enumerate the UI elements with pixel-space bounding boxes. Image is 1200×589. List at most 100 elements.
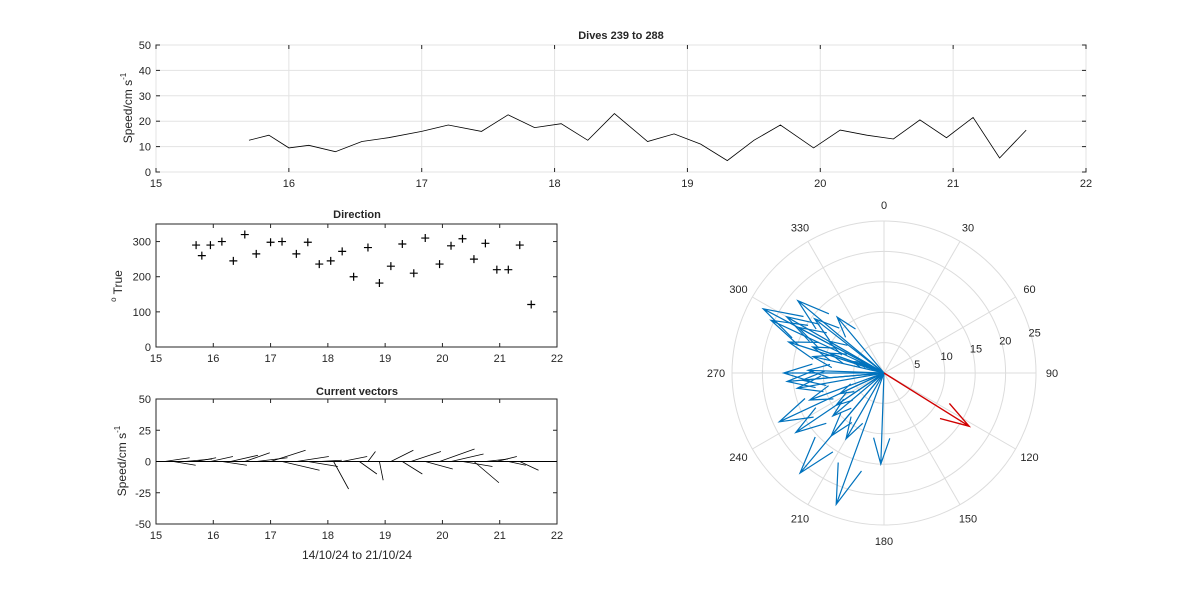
direction-point bbox=[315, 260, 324, 269]
vector-stick bbox=[164, 457, 190, 462]
direction-point bbox=[398, 240, 407, 249]
vector-stick bbox=[439, 448, 475, 462]
vectors-ylabel: Speed/cm s-1 bbox=[113, 425, 129, 496]
vectors-xtick-label: 15 bbox=[150, 530, 162, 542]
compass-spoke bbox=[883, 372, 1016, 450]
direction-point bbox=[469, 255, 478, 264]
direction-series bbox=[192, 230, 536, 309]
direction-point bbox=[326, 256, 335, 265]
speed-ytick-label: 20 bbox=[139, 116, 151, 128]
direction-point bbox=[292, 249, 301, 258]
speed-title: Dives 239 to 288 bbox=[578, 30, 664, 42]
direction-title: Direction bbox=[333, 209, 381, 221]
speed-xtick-label: 19 bbox=[681, 178, 693, 190]
compass-arrow bbox=[810, 354, 885, 374]
compass-arrow bbox=[850, 360, 885, 374]
vectors-panel: 15 16 17 18 19 20 21 22 -50 -25 0 25 50 Current vect… bbox=[113, 386, 563, 562]
speed-xtick-label: 21 bbox=[947, 178, 959, 190]
compass-spoke bbox=[807, 241, 885, 374]
speed-ytick-label: 50 bbox=[139, 40, 151, 52]
direction-point bbox=[338, 247, 347, 256]
direction-ytick-label: 300 bbox=[133, 237, 151, 249]
direction-xtick-label: 21 bbox=[494, 353, 506, 365]
direction-xtick-label: 20 bbox=[436, 353, 448, 365]
direction-point bbox=[217, 237, 226, 246]
vectors-xtick-label: 20 bbox=[436, 530, 448, 542]
compass-angle-label: 60 bbox=[1023, 284, 1035, 296]
direction-xtick-label: 16 bbox=[207, 353, 219, 365]
speed-ylabel: Speed/cm s-1 bbox=[119, 72, 135, 143]
speed-line bbox=[248, 113, 1027, 162]
compass-spoke bbox=[883, 241, 961, 374]
speed-ytick-label: 0 bbox=[145, 167, 151, 179]
direction-point bbox=[252, 249, 261, 258]
vector-stick bbox=[496, 456, 517, 462]
speed-ytick-label: 30 bbox=[139, 91, 151, 103]
vectors-ticks: 15 16 17 18 19 20 21 22 -50 -25 0 25 50 bbox=[135, 394, 563, 542]
direction-point bbox=[481, 239, 490, 248]
compass-spoke bbox=[883, 296, 1016, 374]
speed-series bbox=[248, 113, 1027, 162]
vectors-xtick-label: 16 bbox=[207, 530, 219, 542]
vector-stick bbox=[333, 461, 349, 490]
direction-plot-area bbox=[155, 223, 558, 348]
vectors-xtick-label: 19 bbox=[379, 530, 391, 542]
vectors-ytick-label: 0 bbox=[145, 457, 151, 469]
vector-stick bbox=[410, 451, 442, 462]
direction-point bbox=[504, 265, 513, 274]
direction-point bbox=[409, 269, 418, 278]
direction-point bbox=[421, 234, 430, 243]
compass-arrow bbox=[785, 369, 885, 389]
direction-ticks: 15 16 17 18 19 20 21 22 0 100 200 300 bbox=[133, 224, 563, 365]
compass-mean-arrow bbox=[883, 372, 972, 428]
compass-radial-label: 5 bbox=[914, 359, 920, 371]
vectors-title: Current vectors bbox=[316, 386, 398, 398]
direction-point bbox=[349, 272, 358, 281]
vector-stick bbox=[519, 461, 539, 471]
direction-point bbox=[458, 234, 467, 243]
direction-point bbox=[447, 241, 456, 250]
direction-xtick-label: 22 bbox=[551, 353, 563, 365]
compass-arrow bbox=[795, 372, 885, 393]
compass-arrow bbox=[798, 372, 885, 475]
compass-arrow bbox=[834, 372, 885, 407]
vectors-xtick-label: 17 bbox=[264, 530, 276, 542]
speed-ytick-label: 40 bbox=[139, 65, 151, 77]
direction-ylabel: oTrue bbox=[109, 270, 125, 302]
direction-point bbox=[363, 243, 372, 252]
direction-point bbox=[527, 300, 536, 309]
vectors-xtick-label: 22 bbox=[551, 530, 563, 542]
speed-xtick-label: 20 bbox=[814, 178, 826, 190]
compass-arrow bbox=[807, 372, 885, 401]
direction-point bbox=[386, 262, 395, 271]
speed-panel: 15 16 17 18 19 20 21 22 0 10 20 30 40 50 Dives 239 to… bbox=[119, 30, 1092, 190]
speed-xtick-label: 17 bbox=[416, 178, 428, 190]
compass-arrow bbox=[781, 363, 884, 383]
speed-xtick-label: 22 bbox=[1080, 178, 1092, 190]
vectors-ytick-label: -50 bbox=[135, 519, 151, 531]
vector-stick bbox=[390, 449, 414, 462]
vector-stick bbox=[173, 461, 196, 466]
compass-arrow bbox=[812, 317, 885, 374]
vector-stick bbox=[281, 461, 320, 471]
vector-stick bbox=[270, 449, 306, 462]
direction-point bbox=[492, 265, 501, 274]
vector-stick bbox=[379, 461, 384, 481]
vector-stick bbox=[359, 461, 378, 475]
compass-arrow bbox=[777, 372, 885, 423]
vector-stick bbox=[473, 461, 500, 484]
direction-point bbox=[303, 238, 312, 247]
vectors-xlabel: 14/10/24 to 21/10/24 bbox=[302, 548, 412, 562]
direction-point bbox=[192, 241, 201, 250]
vector-stick bbox=[230, 454, 259, 462]
direction-xtick-label: 18 bbox=[322, 353, 334, 365]
compass-angle-label: 0 bbox=[881, 200, 887, 212]
compass-panel: 0 30 60 90 120 150 180 210 240 270 300 330 5 10 15 20 25 bbox=[707, 200, 1058, 548]
speed-plot-area bbox=[155, 44, 1087, 173]
vector-stick bbox=[221, 461, 247, 466]
speed-xtick-label: 16 bbox=[283, 178, 295, 190]
compass-angle-label: 30 bbox=[962, 223, 974, 235]
direction-panel: 15 16 17 18 19 20 21 22 0 100 200 300 Direction oTr… bbox=[109, 209, 563, 365]
compass-angle-label: 210 bbox=[791, 513, 809, 525]
